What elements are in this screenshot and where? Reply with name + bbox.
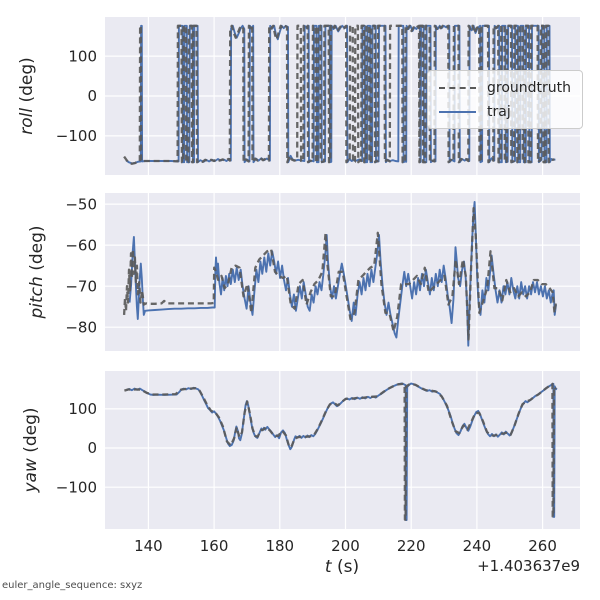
pitch-y-tick-label: −70: [65, 277, 97, 295]
x-tick-label: 220: [397, 537, 426, 555]
x-tick-label: 260: [528, 537, 557, 555]
x-tick-label: 160: [200, 537, 229, 555]
roll-y-tick-label: 100: [68, 47, 97, 65]
yaw-subplot: 100 0 −100 yaw (deg): [21, 371, 580, 529]
legend: groundtruth traj: [427, 70, 584, 129]
legend-label-groundtruth: groundtruth: [487, 79, 572, 96]
legend-label-traj: traj: [487, 103, 511, 120]
roll-y-tick-label: −100: [56, 127, 97, 145]
x-tick-label: 240: [463, 537, 492, 555]
yaw-y-tick-label: 0: [87, 439, 97, 457]
x-axis-offset-text: +1.403637e9: [477, 557, 580, 575]
pitch-y-tick-label: −50: [65, 195, 97, 213]
x-tick-label: 200: [331, 537, 360, 555]
yaw-plot-area: [105, 371, 580, 529]
legend-entry-groundtruth: groundtruth: [439, 79, 571, 96]
yaw-y-tick-label: −100: [56, 478, 97, 496]
legend-entry-traj: traj: [439, 103, 571, 120]
pitch-y-tick-label: −60: [65, 236, 97, 254]
x-tick-label: 180: [265, 537, 294, 555]
roll-axis-label: roll (deg): [17, 57, 37, 135]
yaw-axis-label: yaw (deg): [21, 407, 41, 493]
euler-sequence-note: euler_angle_sequence: sxyz: [2, 580, 143, 591]
yaw-groundtruth-line: [124, 382, 557, 521]
roll-y-tick-label: 0: [87, 87, 97, 105]
groundtruth-line-sample-icon: [439, 86, 476, 89]
yaw-y-tick-label: 100: [68, 400, 97, 418]
x-axis-label: t (s): [325, 557, 359, 577]
traj-line-sample-icon: [439, 110, 476, 113]
x-tick-label: 140: [134, 537, 163, 555]
pitch-groundtruth-line: [122, 207, 558, 341]
pitch-subplot: −50 −60 −70 −80 pitch (deg): [27, 193, 580, 351]
pitch-axis-label: pitch (deg): [27, 225, 47, 319]
pitch-y-tick-label: −80: [65, 318, 97, 336]
